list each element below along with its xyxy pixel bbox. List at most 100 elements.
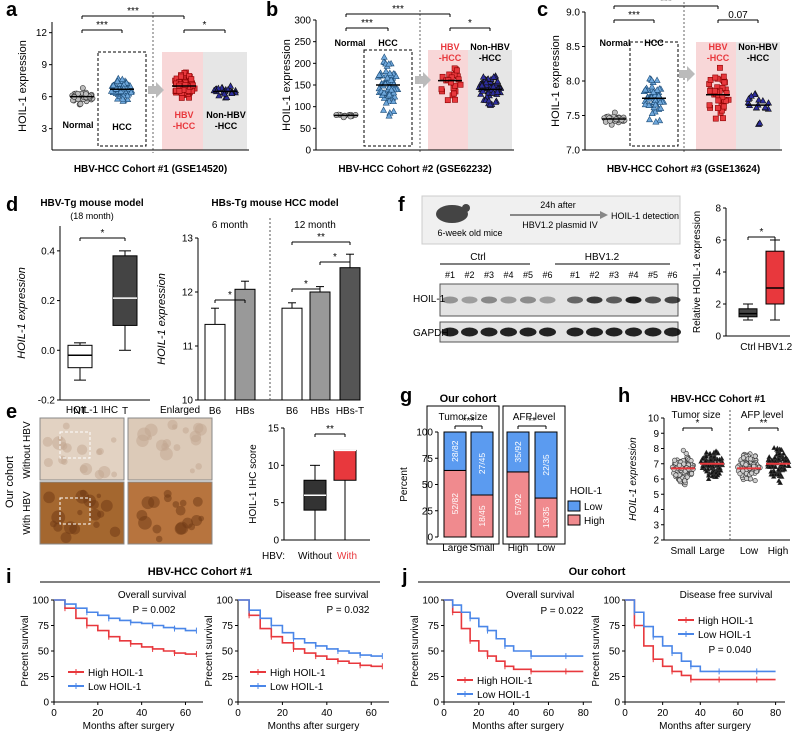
f-band-gapdh [664, 327, 681, 337]
ihc-zoom-box [59, 431, 91, 459]
hcc-point [382, 99, 390, 106]
d2-sig-12m-a-label: * [304, 279, 308, 290]
h-point [700, 463, 707, 469]
hcc-point [109, 81, 117, 89]
f-band-hoil1 [664, 296, 681, 304]
hbv-hcc-point [448, 79, 454, 86]
sig-normal-hbv-label: *** [392, 4, 404, 15]
non-hbv-hcc-point [223, 93, 231, 100]
f-band-hoil1 [500, 296, 517, 304]
j-y-tick-label: 75 [428, 621, 440, 632]
hcc-point [383, 74, 391, 81]
hcc-point [380, 53, 388, 60]
f-band-hoil1 [481, 296, 497, 304]
g-bar-low-label: 28/82 [450, 440, 460, 462]
ihc-texture [163, 489, 172, 498]
hbv-hcc-point [450, 90, 457, 97]
non-hbv-hcc-point [478, 81, 486, 89]
panel-letter-a: a [6, 0, 18, 21]
d2-y-tick-label: 12 [182, 288, 194, 299]
hbv-hcc-point [178, 73, 184, 80]
arrow-icon [148, 82, 164, 98]
h-point [748, 456, 754, 462]
group-label-hbv-hcc: HBV [174, 110, 193, 120]
g-x-label: Low [537, 543, 556, 554]
h-point [683, 450, 689, 456]
hcc-point [648, 109, 656, 117]
f-scheme-mouse: 6-week old mice [437, 228, 502, 238]
i-curve-high [238, 599, 383, 668]
ihc-texture [49, 520, 57, 528]
g-frame-1 [426, 405, 500, 545]
hcc-point [648, 76, 656, 83]
panel-caption: HBV-HCC Cohort #1 (GSE14520) [74, 164, 227, 175]
hcc-point [113, 77, 121, 84]
j-y-label: Precent survival [591, 615, 602, 686]
mouse-icon [462, 204, 470, 212]
y-tick-label: 200 [294, 59, 311, 70]
y-tick-label: 7.0 [566, 146, 580, 157]
mouse-icon [436, 205, 468, 223]
g-bar-high-label: 13/35 [541, 507, 551, 529]
h-point [711, 454, 717, 460]
f-band-hoil1 [461, 296, 478, 304]
g-y-tick-label: 50 [422, 480, 434, 491]
g-bar-high-label: 57/92 [513, 494, 523, 516]
ihc-texture [173, 444, 181, 452]
f-x-label: HBV1.2 [758, 342, 793, 353]
hbv-hcc-point [712, 115, 719, 122]
g-bar-high-label: 52/82 [450, 493, 460, 515]
f-band-hoil1 [539, 296, 556, 304]
j-legend-high: High HOIL-1 [698, 616, 754, 627]
h-point [705, 463, 712, 468]
y-axis-label: HOIL-1 expression [550, 35, 562, 127]
ihc-texture [188, 523, 196, 531]
hcc-box [97, 51, 147, 147]
ihc-texture [97, 510, 105, 518]
i-y-tick-label: 0 [227, 698, 233, 709]
e-col-title-1: HOIL-1 IHC [66, 405, 118, 416]
hcc-point [380, 89, 388, 96]
h-point [737, 471, 743, 477]
non-hbv-hcc-point [493, 88, 502, 95]
i-x-label: Months after surgery [268, 721, 360, 732]
i-x-label: Months after surgery [83, 721, 175, 732]
h-point [752, 453, 758, 459]
group-label-hbv-hcc: HBV [708, 42, 727, 52]
ihc-texture [159, 447, 173, 461]
h-point [673, 472, 679, 478]
i-legend-high: High HOIL-1 [88, 668, 144, 679]
h-sub-tumor: Tumor size [671, 410, 721, 421]
non-hbv-hcc-bg [203, 52, 247, 150]
g-y-tick-label: 100 [416, 428, 433, 439]
e-x-label-with: With [337, 551, 357, 562]
y-tick-label: 8.5 [566, 42, 580, 53]
e-y-label: HOIL-1 IHC score [248, 444, 259, 524]
non-hbv-hcc-point [744, 95, 752, 102]
f-group-ctrl: Ctrl [470, 252, 486, 263]
f-lane-label: #4 [628, 270, 638, 280]
e-y-tick-label: 5 [273, 498, 279, 509]
panel-letter-d: d [6, 194, 18, 216]
h-point [766, 457, 773, 463]
d2-y-tick-label: 11 [183, 342, 194, 353]
i-y-tick-label: 25 [38, 672, 50, 683]
g-bar-low [534, 431, 558, 499]
d2-bar [281, 307, 303, 401]
hbv-hcc-point [720, 115, 726, 122]
h-point [688, 458, 694, 464]
h-point [707, 450, 713, 456]
ihc-texture [111, 471, 118, 478]
h-point [777, 479, 783, 485]
ihc-texture [175, 505, 186, 516]
group-label-non-hbv-hcc: Non-HBV [470, 42, 510, 52]
h-sig-2-label: ** [760, 418, 768, 429]
ihc-texture [152, 524, 162, 534]
f-lane-label: #4 [503, 270, 513, 280]
h-point [752, 478, 758, 484]
f-box [738, 308, 758, 318]
j-y-tick-label: 50 [609, 647, 621, 658]
group-label-non-hbv-hcc: -HCC [479, 53, 502, 63]
g-legend-title: HOIL-1 [570, 486, 603, 497]
j-x-tick-label: 0 [622, 708, 628, 719]
